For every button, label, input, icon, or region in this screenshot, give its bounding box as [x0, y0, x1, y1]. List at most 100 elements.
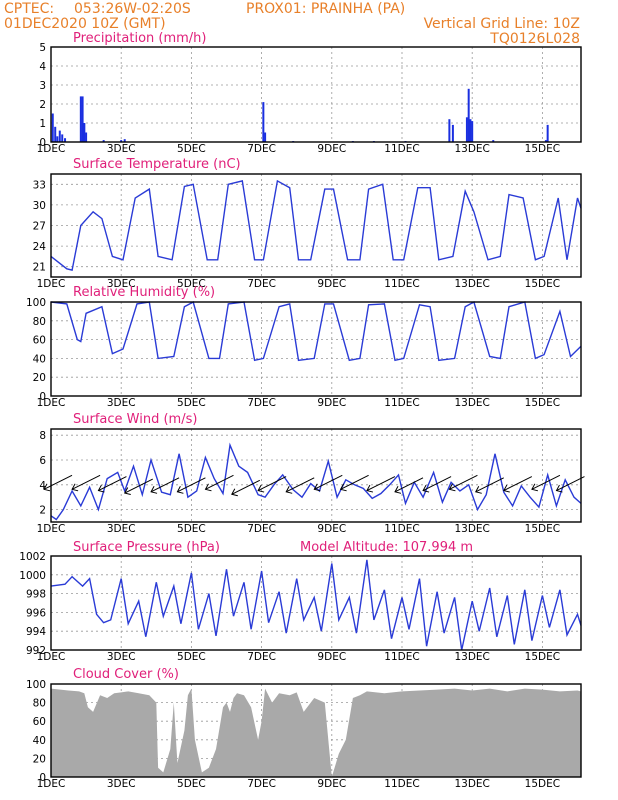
cloud-cover-x-tick-label: 3DEC [107, 778, 136, 790]
humidity-y-tick-label: 20 [33, 372, 46, 384]
header-run-code: TQ0126L028 [489, 31, 580, 47]
wind-y-tick-label: 4 [39, 480, 46, 492]
wind-direction-arrow [339, 474, 369, 492]
cloud-cover-x-tick-label: 11DEC [384, 778, 419, 790]
humidity-x-tick-label: 11DEC [384, 397, 419, 409]
header-org: CPTEC: [4, 1, 54, 17]
wind-arrow-shaft [43, 474, 73, 490]
wind-x-tick-label: 9DEC [317, 523, 346, 535]
wind-direction-arrow [366, 476, 396, 493]
precipitation-y-tick-label: 0 [39, 137, 46, 149]
wind-direction-arrow [257, 476, 287, 493]
precipitation-bar [56, 136, 59, 142]
wind-arrow-shaft [150, 477, 180, 493]
wind-arrow-shaft [257, 476, 287, 492]
wind-arrow-head [422, 484, 430, 493]
temperature-x-tick-label: 15DEC [525, 278, 560, 290]
wind-arrow-shaft [314, 474, 343, 490]
humidity-x-tick-label: 7DEC [247, 397, 276, 409]
pressure-panel: Surface Pressure (hPa) Model Altitude: 1… [19, 540, 582, 663]
wind-arrow-head [503, 484, 510, 493]
pressure-y-tick-label: 1002 [19, 551, 46, 563]
wind-direction-arrow [204, 474, 234, 492]
precipitation-bar [54, 126, 57, 142]
wind-direction-arrow [394, 477, 424, 494]
wind-arrow-head [123, 487, 131, 496]
cloud-cover-x-tick-label: 1DEC [37, 778, 66, 790]
cloud-cover-x-tick-label: 13DEC [454, 778, 489, 790]
precipitation-y-tick-label: 1 [39, 118, 46, 130]
cloud-cover-y-tick-label: 20 [33, 753, 46, 765]
wind-arrow-head [231, 488, 238, 497]
cloud-cover-area [51, 688, 581, 777]
header-datetime: 01DEC2020 10Z (GMT) [4, 16, 166, 32]
wind-direction-arrow [531, 474, 561, 492]
humidity-x-tick-label: 3DEC [107, 397, 136, 409]
precipitation-x-tick-label: 11DEC [384, 143, 419, 155]
pressure-panel-title: Surface Pressure (hPa) [73, 540, 220, 555]
temperature-series-line [50, 179, 582, 271]
cloud-cover-panel: Cloud Cover (%) 0 20 40 60 80 100 1DEC 3DEC 5DEC… [26, 667, 582, 790]
wind-arrow-head [71, 483, 79, 492]
wind-arrow-shaft [71, 474, 101, 490]
pressure-x-tick-label: 1DEC [37, 651, 66, 663]
humidity-x-tick-label: 9DEC [317, 397, 346, 409]
wind-arrow-shaft [340, 474, 369, 490]
wind-arrow-shaft [422, 476, 452, 492]
wind-arrow-shaft [394, 477, 424, 493]
humidity-y-tick-label: 0 [39, 391, 46, 403]
wind-direction-arrow [555, 476, 585, 493]
precipitation-bar [264, 132, 267, 142]
precipitation-y-tick-label: 4 [39, 61, 46, 73]
precipitation-bar [51, 113, 54, 142]
pressure-y-tick-label: 994 [26, 626, 46, 638]
humidity-x-tick-label: 1DEC [37, 397, 66, 409]
wind-direction-arrow [474, 477, 504, 494]
humidity-y-tick-label: 40 [33, 353, 46, 365]
humidity-x-tick-label: 15DEC [525, 397, 560, 409]
precipitation-bar [471, 121, 474, 142]
cloud-cover-x-tick-label: 9DEC [317, 778, 346, 790]
cloud-cover-x-tick-label: 15DEC [525, 778, 560, 790]
wind-arrow-head [555, 484, 563, 493]
temperature-panel-frame [50, 173, 582, 278]
wind-direction-arrow [43, 474, 73, 492]
wind-arrow-head [150, 486, 158, 494]
temperature-x-tick-label: 3DEC [107, 278, 136, 290]
wind-x-tick-label: 1DEC [37, 523, 66, 535]
cloud-cover-y-tick-label: 100 [26, 679, 46, 691]
wind-direction-arrow [313, 474, 343, 492]
wind-direction-arrow [71, 474, 101, 492]
wind-panel-frame [50, 428, 582, 523]
wind-arrow-head [257, 484, 265, 493]
wind-arrow-shaft [231, 479, 261, 495]
pressure-x-tick-label: 11DEC [384, 651, 419, 663]
precipitation-x-tick-label: 15DEC [525, 143, 560, 155]
temperature-panel-title: Surface Temperature (nC) [73, 157, 241, 172]
precipitation-bar [123, 139, 126, 142]
wind-x-tick-label: 13DEC [454, 523, 489, 535]
cloud-cover-y-tick-label: 60 [33, 716, 46, 728]
precipitation-x-tick-label: 7DEC [247, 143, 276, 155]
wind-arrow-head [43, 483, 51, 492]
precipitation-bar [85, 132, 88, 142]
wind-direction-arrow [97, 476, 127, 493]
wind-arrow-shaft [177, 477, 206, 493]
precipitation-y-tick-label: 2 [39, 99, 46, 111]
wind-arrow-head [394, 486, 402, 494]
precipitation-bar [467, 88, 470, 142]
temperature-x-tick-label: 1DEC [37, 278, 66, 290]
temperature-y-tick-label: 27 [33, 221, 46, 233]
precipitation-bar [58, 130, 61, 142]
precipitation-x-tick-label: 9DEC [317, 143, 346, 155]
humidity-x-tick-label: 5DEC [177, 397, 206, 409]
temperature-x-tick-label: 9DEC [317, 278, 346, 290]
pressure-y-tick-label: 1000 [19, 570, 46, 582]
precipitation-bar [469, 119, 472, 142]
temperature-x-tick-label: 13DEC [454, 278, 489, 290]
wind-arrow-shaft [449, 474, 478, 490]
temperature-x-tick-label: 11DEC [384, 278, 419, 290]
wind-y-tick-label: 8 [39, 430, 46, 442]
humidity-y-tick-label: 100 [26, 297, 46, 309]
